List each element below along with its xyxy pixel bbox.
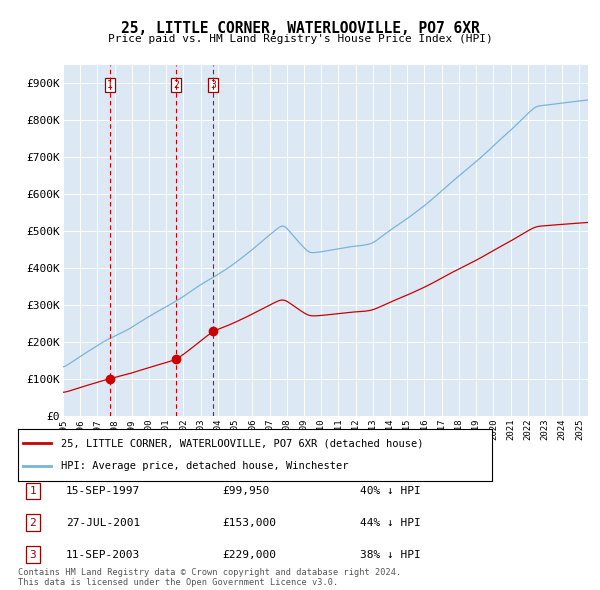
Text: 3: 3 bbox=[29, 550, 37, 559]
Text: £99,950: £99,950 bbox=[222, 486, 269, 496]
Text: 2: 2 bbox=[29, 518, 37, 527]
Text: £229,000: £229,000 bbox=[222, 550, 276, 559]
Text: 44% ↓ HPI: 44% ↓ HPI bbox=[360, 518, 421, 527]
Text: 27-JUL-2001: 27-JUL-2001 bbox=[66, 518, 140, 527]
Text: 15-SEP-1997: 15-SEP-1997 bbox=[66, 486, 140, 496]
Text: Price paid vs. HM Land Registry's House Price Index (HPI): Price paid vs. HM Land Registry's House … bbox=[107, 34, 493, 44]
Text: 2: 2 bbox=[173, 80, 179, 90]
Text: 3: 3 bbox=[210, 80, 216, 90]
Text: 1: 1 bbox=[29, 486, 37, 496]
Text: 11-SEP-2003: 11-SEP-2003 bbox=[66, 550, 140, 559]
Text: HPI: Average price, detached house, Winchester: HPI: Average price, detached house, Winc… bbox=[61, 461, 348, 471]
Text: 25, LITTLE CORNER, WATERLOOVILLE, PO7 6XR: 25, LITTLE CORNER, WATERLOOVILLE, PO7 6X… bbox=[121, 21, 479, 35]
Text: 40% ↓ HPI: 40% ↓ HPI bbox=[360, 486, 421, 496]
Text: 38% ↓ HPI: 38% ↓ HPI bbox=[360, 550, 421, 559]
Text: £153,000: £153,000 bbox=[222, 518, 276, 527]
Text: 25, LITTLE CORNER, WATERLOOVILLE, PO7 6XR (detached house): 25, LITTLE CORNER, WATERLOOVILLE, PO7 6X… bbox=[61, 438, 423, 448]
Text: 1: 1 bbox=[107, 80, 113, 90]
Text: Contains HM Land Registry data © Crown copyright and database right 2024.
This d: Contains HM Land Registry data © Crown c… bbox=[18, 568, 401, 587]
